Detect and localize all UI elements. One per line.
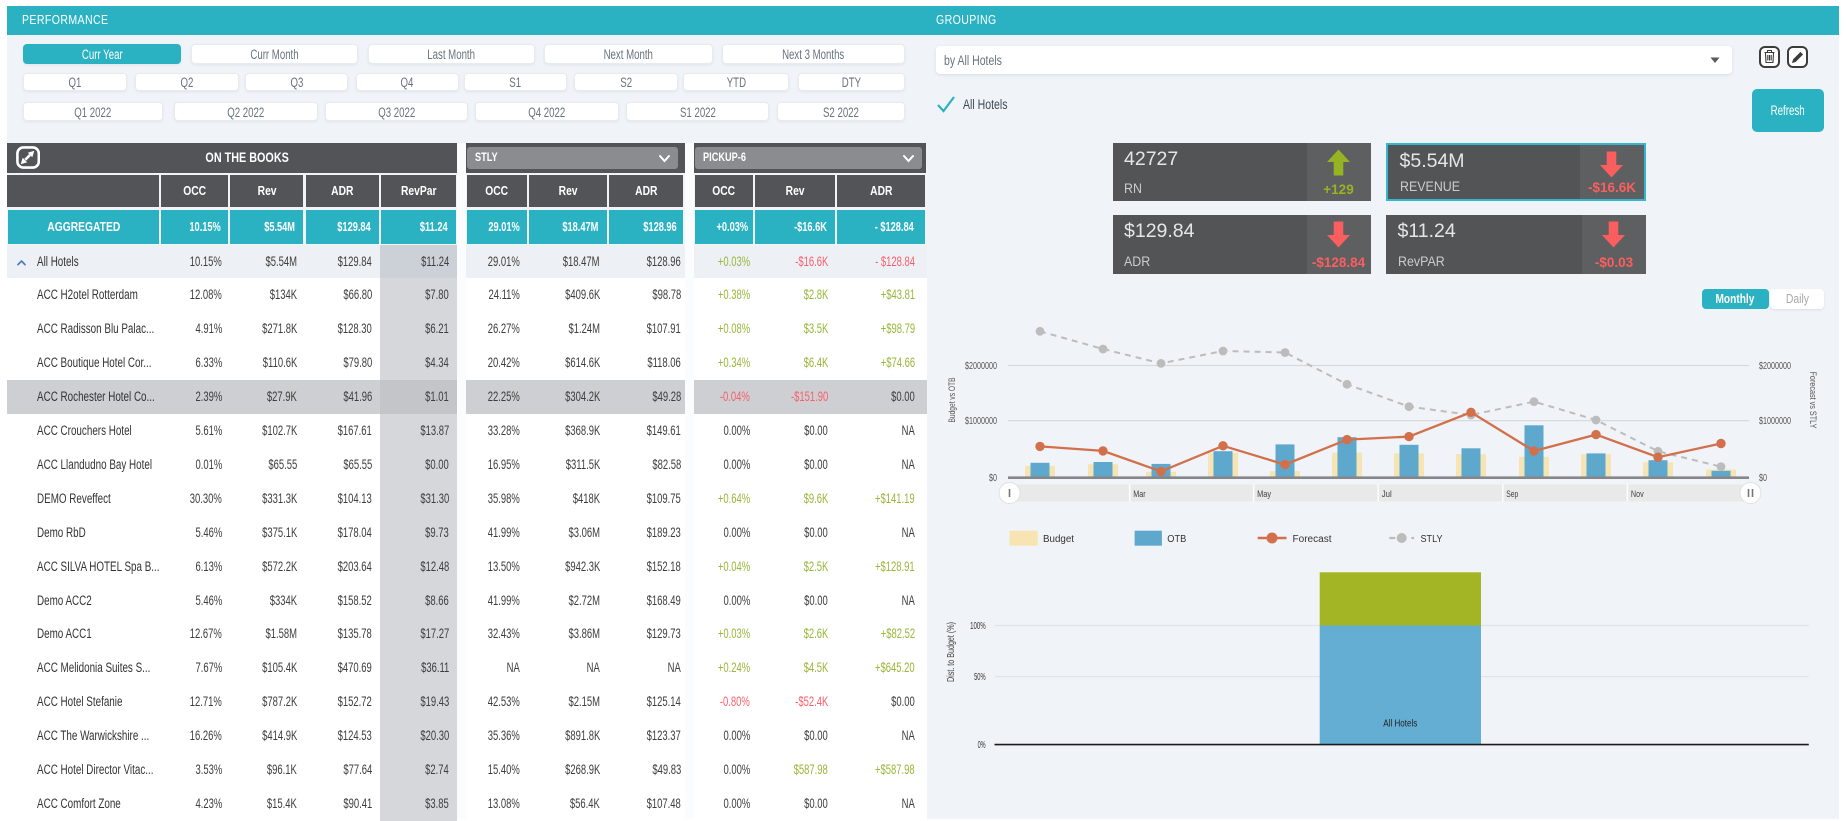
svg-text:Forecast: Forecast [1293,534,1332,545]
svg-text:All Hotels: All Hotels [1383,718,1417,730]
svg-text:$0: $0 [989,472,997,484]
svg-text:$2000000: $2000000 [1759,360,1791,372]
svg-text:$0: $0 [1759,472,1767,484]
svg-text:Nov: Nov [1631,489,1644,499]
svg-text:STLY: STLY [1421,534,1443,545]
svg-text:May: May [1257,489,1271,499]
svg-text:50%: 50% [974,672,986,683]
svg-text:Mar: Mar [1133,489,1145,499]
svg-text:$1000000: $1000000 [1759,415,1791,427]
svg-text:100%: 100% [970,621,986,632]
svg-text:Forecast vs STLY: Forecast vs STLY [1807,372,1818,429]
svg-text:0%: 0% [978,740,986,751]
svg-text:Budget: Budget [1043,534,1074,545]
svg-text:Jul: Jul [1382,489,1392,499]
svg-text:Sep: Sep [1506,489,1518,499]
svg-text:$1000000: $1000000 [965,415,997,427]
svg-text:Dist. to Budget (%): Dist. to Budget (%) [946,622,957,682]
svg-text:$2000000: $2000000 [965,360,997,372]
svg-text:Budget vs OTB: Budget vs OTB [947,378,958,423]
svg-text:OTB: OTB [1167,534,1186,545]
